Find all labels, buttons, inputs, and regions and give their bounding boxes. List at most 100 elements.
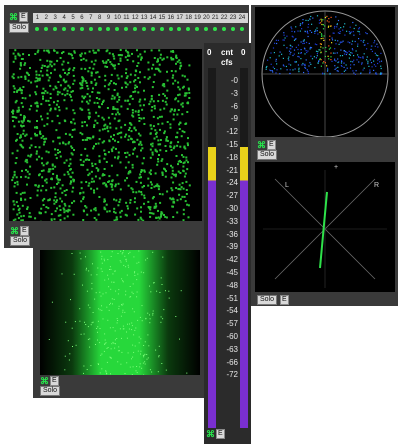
polar-scope-view: [255, 7, 395, 137]
meter-controls: ⌘ E: [206, 429, 225, 439]
meter-scale-tick: -63: [226, 344, 238, 354]
meter-scale-tick: -36: [226, 229, 238, 239]
track-led-6[interactable]: [79, 27, 84, 31]
solo-button[interactable]: Solo: [257, 150, 278, 160]
track-led-13[interactable]: [141, 27, 146, 31]
track-number-24[interactable]: 24: [238, 15, 246, 21]
track-number-17[interactable]: 17: [176, 15, 184, 21]
track-led-16[interactable]: [168, 27, 173, 31]
meter-left-value: 0: [207, 48, 212, 57]
track-led-10[interactable]: [115, 27, 120, 31]
track-led-15[interactable]: [159, 27, 164, 31]
expand-button[interactable]: E: [50, 376, 59, 386]
track-led-24[interactable]: [239, 27, 244, 31]
track-led-19[interactable]: [195, 27, 200, 31]
meter-scale-tick: -27: [226, 191, 238, 201]
track-led-4[interactable]: [62, 27, 67, 31]
meter-scale-tick: -45: [226, 268, 238, 277]
track-led-2[interactable]: [44, 27, 49, 31]
track-number-18[interactable]: 18: [185, 15, 192, 21]
meter-scale-tick: -66: [226, 357, 238, 367]
meter-cfs-label: cfs: [221, 58, 233, 67]
track-number-row: 1 2 3 4 5 6 7 8 9 10 11 12 13 14 15 16 17 18 19 20 21 22 23 24: [33, 13, 248, 23]
cmd-icon[interactable]: ⌘: [9, 12, 18, 22]
track-number-7[interactable]: 7: [89, 15, 93, 21]
meter-scale-tick: -60: [226, 332, 238, 341]
track-number-6[interactable]: 6: [80, 15, 84, 21]
track-number-3[interactable]: 3: [53, 15, 57, 21]
meter-bar-right: [240, 68, 248, 428]
distribution-controls: ⌘ E: [40, 376, 59, 386]
expand-button[interactable]: E: [267, 140, 276, 150]
track-led-14[interactable]: [150, 27, 155, 31]
meter-scale-tick: -24: [226, 178, 238, 188]
solo-button[interactable]: Solo: [10, 236, 31, 246]
track-led-5[interactable]: [70, 27, 75, 31]
track-number-19[interactable]: 19: [194, 15, 201, 21]
spectrogram-controls: ⌘ E: [10, 226, 29, 236]
meter-scale-tick: -51: [226, 293, 238, 303]
expand-button[interactable]: E: [280, 295, 289, 305]
track-number-2[interactable]: 2: [44, 15, 48, 21]
track-number-1[interactable]: 1: [35, 15, 40, 21]
polar-scope-panel: ⌘ E Solo: [251, 5, 398, 160]
expand-button[interactable]: E: [216, 429, 225, 439]
track-led-17[interactable]: [177, 27, 182, 31]
goniometer-right-label: R: [374, 182, 380, 189]
goniometer-center-label: +: [334, 164, 339, 171]
track-led-23[interactable]: [230, 27, 235, 31]
meter-scale-tick: -72: [226, 370, 238, 380]
track-led-row: [33, 27, 246, 31]
meter-fill-left: [208, 147, 216, 428]
track-led-9[interactable]: [106, 27, 111, 31]
goniometer-left-label: L: [285, 182, 289, 189]
meter-scale-tick: -21: [226, 165, 238, 175]
meter-scale-tick: -48: [226, 280, 238, 290]
solo-button[interactable]: Solo: [9, 23, 30, 33]
cmd-icon[interactable]: ⌘: [10, 226, 19, 236]
solo-button[interactable]: Solo: [40, 386, 61, 396]
track-number-11[interactable]: 11: [123, 15, 130, 21]
track-number-13[interactable]: 13: [140, 15, 148, 21]
expand-button[interactable]: E: [19, 12, 28, 22]
track-led-18[interactable]: [186, 27, 191, 31]
track-number-10[interactable]: 10: [114, 15, 121, 21]
meter-scale-tick: -15: [226, 140, 238, 149]
meter-scale-tick: -9: [230, 114, 238, 124]
track-number-15[interactable]: 15: [158, 15, 166, 21]
track-number-21[interactable]: 21: [211, 15, 219, 21]
solo-button[interactable]: Solo: [257, 295, 278, 305]
track-number-8[interactable]: 8: [98, 15, 102, 21]
track-number-5[interactable]: 5: [71, 15, 75, 21]
track-number-20[interactable]: 20: [203, 15, 210, 21]
level-meter-panel: 0 0 cnt cfs -0 -3 -6 -9 -12 -15 -18 -21 -24 -27 -3…: [204, 43, 251, 444]
track-led-8[interactable]: [97, 27, 102, 31]
cmd-icon[interactable]: ⌘: [257, 140, 266, 150]
cmd-icon[interactable]: ⌘: [206, 429, 215, 439]
distribution-view: [40, 250, 200, 375]
meter-scale-tick: -0: [230, 76, 238, 85]
meter-bar-left: [208, 68, 216, 428]
meter-scale-tick: -18: [226, 152, 238, 162]
track-led-11[interactable]: [124, 27, 129, 31]
track-number-23[interactable]: 23: [229, 15, 237, 21]
track-led-1[interactable]: [35, 27, 40, 31]
track-number-9[interactable]: 9: [106, 15, 111, 21]
track-number-12[interactable]: 12: [131, 15, 139, 21]
track-led-22[interactable]: [221, 27, 226, 31]
track-led-20[interactable]: [204, 27, 209, 31]
track-led-12[interactable]: [133, 27, 138, 31]
track-led-7[interactable]: [88, 27, 93, 31]
spectrogram-panel: ⌘ E Solo: [4, 43, 204, 248]
cmd-icon[interactable]: ⌘: [40, 376, 49, 386]
expand-button[interactable]: E: [20, 226, 29, 236]
track-number-22[interactable]: 22: [220, 15, 228, 21]
track-led-21[interactable]: [212, 27, 217, 31]
track-number-14[interactable]: 14: [149, 15, 157, 21]
meter-scale-tick: -12: [226, 127, 238, 137]
track-number-16[interactable]: 16: [167, 15, 175, 21]
meter-scale-tick: -3: [230, 88, 238, 98]
meter-scale-tick: -54: [226, 306, 238, 316]
track-led-3[interactable]: [53, 27, 58, 31]
track-number-4[interactable]: 4: [62, 15, 66, 21]
